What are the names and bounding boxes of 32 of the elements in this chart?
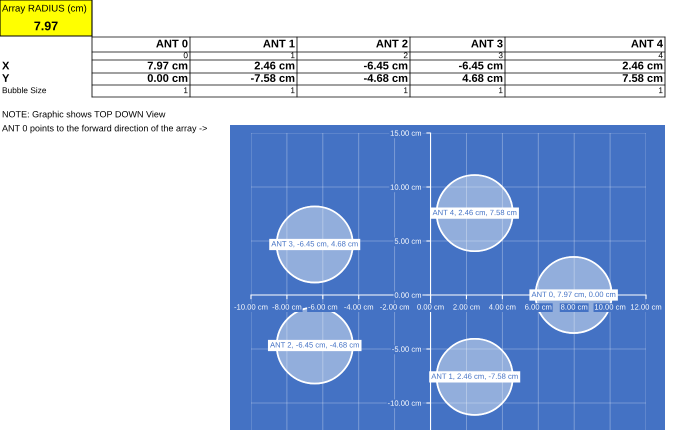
text: 1 <box>291 52 295 58</box>
text: -4.68 cm <box>364 74 408 82</box>
text: 7.97 <box>34 22 58 30</box>
text: 1 <box>291 87 295 94</box>
text: 3 <box>498 52 503 58</box>
text: Array RADIUS (cm) <box>2 4 86 14</box>
text: 7.58 cm <box>622 74 662 82</box>
text: ANT 0 points to the forward direction of the array -> <box>2 124 207 134</box>
category-label: Y <box>2 74 10 82</box>
text: 1 <box>659 87 663 94</box>
text: NOTE: Graphic shows TOP DOWN View <box>2 110 166 120</box>
text: 7.97 cm <box>148 62 188 70</box>
text: 2 <box>404 52 408 58</box>
text: 4 <box>658 52 663 58</box>
category-label: ANT 0 <box>156 40 188 48</box>
text: 0 <box>184 52 188 58</box>
text: 1 <box>404 87 408 94</box>
text: -6.45 cm <box>458 62 502 70</box>
category-label: X <box>2 62 10 70</box>
text: 4.68 cm <box>462 74 502 82</box>
text: 1 <box>499 87 503 94</box>
text: 2.46 cm <box>622 62 662 70</box>
text: -7.58 cm <box>250 74 294 82</box>
category-label: ANT 3 <box>471 40 503 48</box>
text: 2.46 cm <box>254 62 294 70</box>
text: 0.00 cm <box>148 74 188 82</box>
category-label: ANT 1 <box>263 40 295 48</box>
category-label: ANT 4 <box>631 40 663 48</box>
category-label: ANT 2 <box>376 40 408 48</box>
category-label: Bubble Size <box>2 87 46 94</box>
text: -6.45 cm <box>364 62 408 70</box>
text: 1 <box>184 87 188 94</box>
